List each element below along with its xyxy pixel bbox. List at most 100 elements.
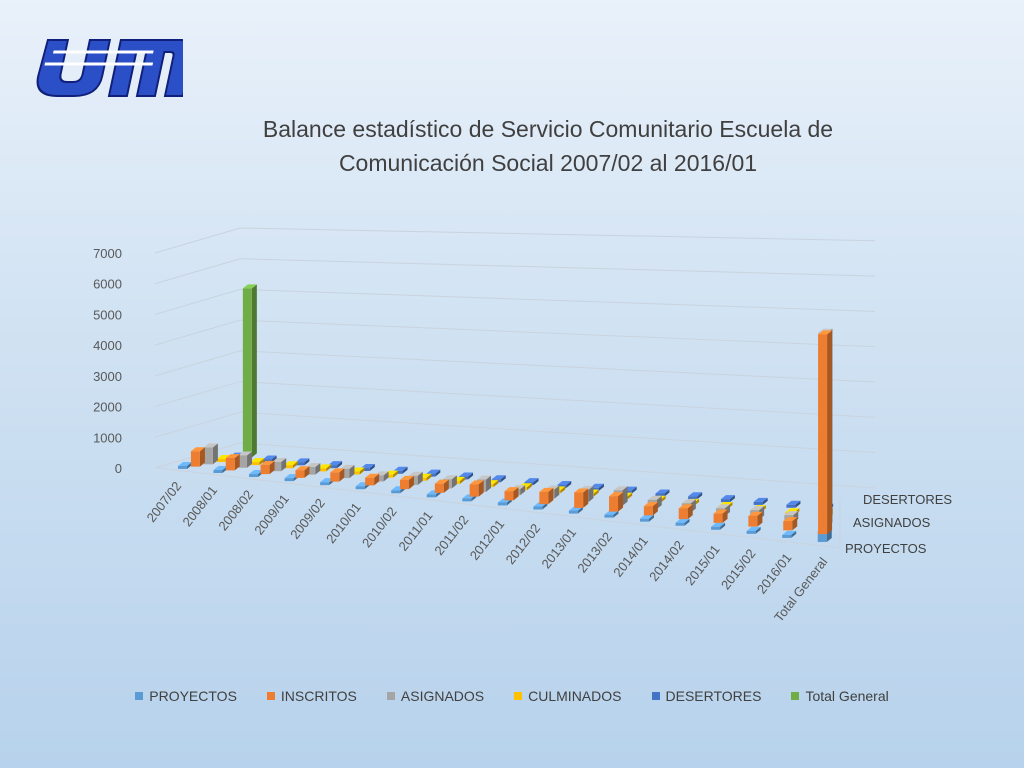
bar-top xyxy=(328,461,343,466)
bar-inscritos xyxy=(713,509,728,523)
legend-label: PROYECTOS xyxy=(149,688,237,704)
bar-top xyxy=(238,451,253,456)
bar-top xyxy=(365,473,380,478)
bar-front xyxy=(360,467,370,471)
bar-desertores xyxy=(328,461,343,469)
bar-side xyxy=(500,475,506,483)
bar-total-general xyxy=(242,284,257,458)
bar-top xyxy=(213,466,228,471)
x-category-label: 2007/02 xyxy=(144,479,185,525)
bar-side xyxy=(652,502,658,516)
bar-inscritos xyxy=(260,460,275,475)
bar-front xyxy=(365,477,375,486)
bar-side xyxy=(304,458,310,466)
bar-top xyxy=(340,464,355,469)
bar-top xyxy=(720,495,735,500)
bar-side xyxy=(560,486,566,494)
bar-front xyxy=(213,470,223,474)
bar-front xyxy=(504,491,514,501)
bar-front xyxy=(640,518,650,522)
bar-inscritos xyxy=(748,511,763,527)
bar-front xyxy=(330,472,340,482)
chart-title-line-2: Comunicación Social 2007/02 al 2016/01 xyxy=(338,150,758,176)
bar-front xyxy=(783,521,793,531)
bar-side xyxy=(383,471,389,482)
bar-side xyxy=(199,447,205,467)
legend-label: ASIGNADOS xyxy=(400,688,485,704)
bar-front xyxy=(434,483,444,493)
bar-top xyxy=(746,526,761,531)
bar-inscritos xyxy=(295,466,310,478)
bar-top xyxy=(330,468,345,473)
bar-top xyxy=(716,504,731,509)
bar-top xyxy=(434,479,449,484)
bar-front xyxy=(320,482,330,486)
legend-swatch xyxy=(135,692,144,700)
bar-top xyxy=(818,330,833,335)
bar-desertores xyxy=(360,463,375,471)
bar-top xyxy=(306,462,321,467)
legend-swatch xyxy=(791,692,800,700)
bar-side xyxy=(269,460,275,475)
bar-proyectos xyxy=(604,510,619,518)
bar-side xyxy=(186,461,192,469)
bar-side xyxy=(687,504,693,520)
x-category-label: 2014/02 xyxy=(646,538,687,584)
legend-item: INSCRITOS xyxy=(266,688,357,704)
bar-side xyxy=(513,487,519,501)
bar-front xyxy=(643,506,653,516)
bar-top xyxy=(539,487,554,492)
usm-logo xyxy=(36,39,183,97)
bar-desertores xyxy=(589,483,604,491)
bar-front xyxy=(469,484,479,497)
bar-inscritos xyxy=(225,454,240,471)
gridline xyxy=(154,442,876,489)
bar-front xyxy=(539,491,549,505)
bar-top xyxy=(753,497,768,502)
bar-top xyxy=(782,530,797,535)
bar-side xyxy=(720,522,726,530)
bar-front xyxy=(249,474,259,478)
bar-front xyxy=(748,515,758,527)
bar-front xyxy=(399,479,409,490)
bar-inscritos xyxy=(574,488,589,508)
bar-front xyxy=(340,468,350,479)
bar-proyectos xyxy=(711,522,726,530)
bar-top xyxy=(177,461,192,466)
bar-inscritos xyxy=(330,468,345,482)
bar-side xyxy=(374,473,380,486)
bar-asignados xyxy=(306,462,321,475)
bar-proyectos xyxy=(213,466,228,474)
bar-top xyxy=(688,492,703,497)
gridline xyxy=(154,411,876,454)
bar-top xyxy=(647,495,662,500)
bar-inscritos xyxy=(609,492,624,512)
bar-front xyxy=(216,458,226,462)
legend-swatch xyxy=(266,692,275,700)
bar-top xyxy=(491,475,506,480)
y-tick-label: 0 xyxy=(115,461,122,476)
bar-side xyxy=(622,486,628,506)
bar-top xyxy=(459,472,474,477)
bar-side xyxy=(583,488,589,508)
legend-label: DESERTORES xyxy=(665,688,762,704)
bar-side xyxy=(435,469,441,477)
legend-item: CULMINADOS xyxy=(514,688,622,704)
bar-top xyxy=(675,518,690,523)
bar-top xyxy=(655,489,670,494)
bar-top xyxy=(640,514,655,519)
legend-item: Total General xyxy=(791,688,889,704)
bar-side xyxy=(247,451,253,468)
bar-side xyxy=(349,464,355,479)
bar-front xyxy=(497,502,507,506)
bar-side xyxy=(827,330,833,535)
bar-front xyxy=(426,494,436,498)
gridline xyxy=(154,258,876,285)
x-category-label: 2012/02 xyxy=(503,521,544,567)
bar-front xyxy=(678,508,688,520)
bar-front xyxy=(568,510,578,514)
bar-front xyxy=(242,288,252,458)
bar-top xyxy=(750,506,765,511)
bar-front xyxy=(306,466,316,475)
bar-side xyxy=(593,489,599,497)
